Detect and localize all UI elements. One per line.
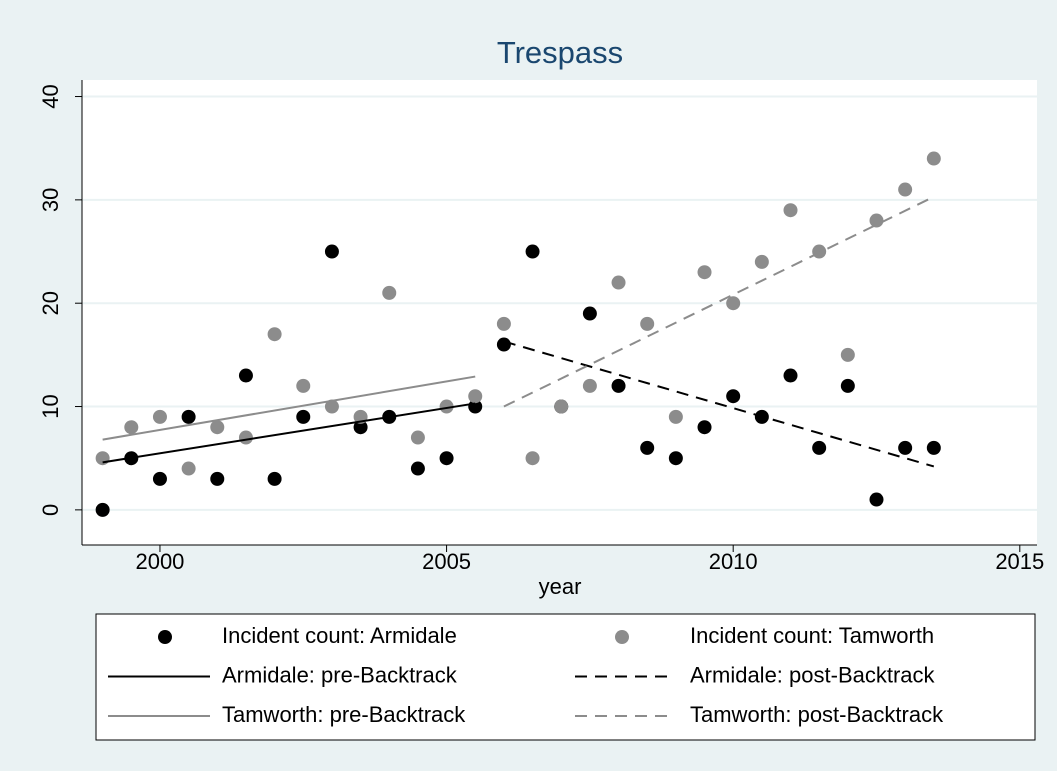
- point: [926, 151, 941, 166]
- point: [640, 440, 655, 455]
- legend-label: Armidale: pre-Backtrack: [222, 662, 458, 687]
- point: [181, 409, 196, 424]
- point: [439, 399, 454, 414]
- point: [869, 492, 884, 507]
- legend: [95, 613, 1036, 741]
- point: [611, 378, 626, 393]
- plot-area: [82, 80, 1037, 545]
- point: [95, 451, 110, 466]
- point: [152, 409, 167, 424]
- point: [353, 420, 368, 435]
- fit-line: [102, 375, 476, 441]
- point: [525, 451, 540, 466]
- point: [611, 275, 626, 290]
- point: [324, 244, 339, 259]
- point: [582, 306, 597, 321]
- point: [812, 244, 827, 259]
- point: [726, 389, 741, 404]
- legend-label: Tamworth: pre-Backtrack: [222, 702, 466, 727]
- x-tick-label: 2015: [995, 549, 1044, 574]
- point: [296, 409, 311, 424]
- point: [783, 368, 798, 383]
- legend-label: Incident count: Tamworth: [690, 623, 934, 648]
- x-tick-label: 2000: [135, 549, 184, 574]
- point: [783, 203, 798, 218]
- point: [124, 420, 139, 435]
- point: [152, 471, 167, 486]
- legend-label: Incident count: Armidale: [222, 623, 457, 648]
- x-tick-label: 2010: [709, 549, 758, 574]
- point: [324, 399, 339, 414]
- point: [668, 451, 683, 466]
- point: [668, 409, 683, 424]
- point: [898, 440, 913, 455]
- point: [926, 440, 941, 455]
- point: [468, 389, 483, 404]
- point: [439, 451, 454, 466]
- point: [210, 471, 225, 486]
- point: [554, 399, 569, 414]
- point: [382, 285, 397, 300]
- fit-line: [503, 340, 935, 468]
- point: [238, 430, 253, 445]
- point: [869, 213, 884, 228]
- point: [210, 420, 225, 435]
- point: [267, 471, 282, 486]
- point: [697, 420, 712, 435]
- point: [181, 461, 196, 476]
- point: [410, 430, 425, 445]
- point: [840, 347, 855, 362]
- point: [726, 296, 741, 311]
- legend-label: Armidale: post-Backtrack: [690, 662, 936, 687]
- point: [496, 316, 511, 331]
- point: [840, 378, 855, 393]
- point: [812, 440, 827, 455]
- point: [496, 337, 511, 352]
- y-tick-label: 20: [38, 291, 63, 315]
- y-tick-label: 10: [38, 394, 63, 418]
- point: [238, 368, 253, 383]
- point: [267, 327, 282, 342]
- x-tick-label: 2005: [422, 549, 471, 574]
- point: [640, 316, 655, 331]
- point: [95, 502, 110, 517]
- legend-marker: [158, 630, 172, 644]
- fit-line: [102, 402, 476, 464]
- x-axis-label: year: [539, 574, 582, 599]
- y-tick-label: 30: [38, 188, 63, 212]
- legend-label: Tamworth: post-Backtrack: [690, 702, 944, 727]
- point: [582, 378, 597, 393]
- point: [525, 244, 540, 259]
- point: [410, 461, 425, 476]
- y-tick-label: 40: [38, 84, 63, 108]
- chart-title: Trespass: [497, 35, 623, 70]
- point: [697, 265, 712, 280]
- legend-marker: [615, 630, 629, 644]
- point: [296, 378, 311, 393]
- point: [754, 254, 769, 269]
- y-tick-label: 0: [38, 504, 63, 516]
- point: [898, 182, 913, 197]
